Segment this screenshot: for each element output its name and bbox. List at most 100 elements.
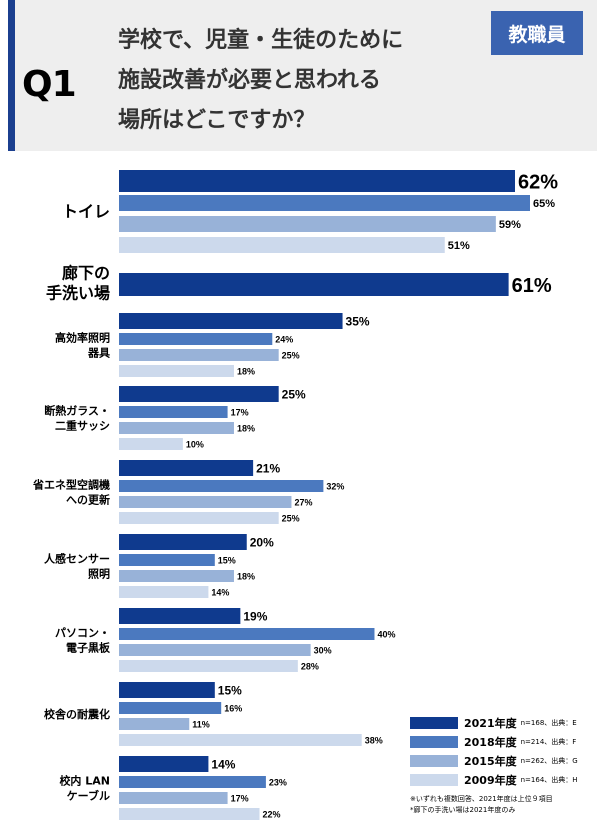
data-label-2015: 17% [231, 793, 249, 803]
bar-2021 [119, 534, 247, 550]
data-label-2018: 17% [231, 407, 249, 417]
category-label: 高効率照明 [55, 330, 110, 344]
bar-2021 [119, 756, 209, 772]
category-label: への更新 [66, 492, 110, 506]
bar-2021 [119, 170, 515, 192]
bar-2009 [119, 734, 362, 746]
data-label-2015: 25% [282, 350, 300, 360]
legend-item-2009: 2009年度 n=164、出典：H [410, 773, 578, 787]
bar-2018 [119, 776, 266, 788]
data-label-2018: 40% [377, 629, 395, 639]
bar-2021 [119, 386, 279, 402]
data-label-2018: 23% [269, 777, 287, 787]
data-label-2009: 14% [211, 587, 229, 597]
respondent-badge: 教職員 [491, 11, 583, 55]
legend-year-2021: 2021年度 [464, 717, 517, 730]
bar-2009 [119, 660, 298, 672]
bar-2015 [119, 792, 228, 804]
legend-swatch-2009 [410, 774, 458, 786]
legend-swatch-2015 [410, 755, 458, 767]
bar-2018 [119, 333, 273, 345]
data-label-2021: 25% [282, 388, 306, 402]
footnote-multiple-answers: ※いずれも複数回答、2021年度は上位９項目 [410, 795, 553, 803]
data-label-2009: 28% [301, 661, 319, 671]
legend-item-2018: 2018年度 n=214、出典：F [410, 735, 576, 749]
data-label-2018: 24% [275, 334, 293, 344]
header-accent-stripe [8, 0, 15, 151]
category-label: トイレ [62, 202, 110, 221]
legend-note-2018: n=214、出典：F [520, 738, 577, 746]
category-label: 器具 [87, 346, 110, 359]
category-label: 断熱ガラス・ [44, 403, 110, 417]
data-label-2015: 30% [314, 645, 332, 655]
category-label: 廊下の [62, 264, 110, 283]
data-label-2015: 18% [237, 423, 255, 433]
data-label-2021: 20% [250, 536, 274, 550]
category-label: 手洗い場 [46, 284, 110, 303]
data-label-2021: 15% [218, 684, 242, 698]
data-label-2018: 65% [533, 198, 555, 210]
legend-year-2015: 2015年度 [464, 755, 517, 768]
bar-2009 [119, 586, 209, 598]
bar-2015 [119, 422, 234, 434]
bar-2021 [119, 273, 509, 296]
category-label: 省エネ型空調機 [32, 477, 110, 491]
bar-2015 [119, 216, 496, 232]
data-label-2009: 25% [282, 513, 300, 523]
legend-note-2021: n=168、出典：E [520, 719, 577, 727]
data-label-2018: 32% [326, 481, 344, 491]
bar-2018 [119, 702, 222, 714]
bar-2021 [119, 313, 343, 329]
data-label-2018: 15% [218, 555, 236, 565]
legend-item-2015: 2015年度 n=262、出典：G [410, 754, 578, 768]
legend-year-2009: 2009年度 [464, 774, 517, 787]
legend-note-2015: n=262、出典：G [520, 757, 578, 765]
header: Q1 学校で、児童・生徒のために 施設改善が必要と思われる 場所はどこですか？ … [0, 0, 601, 151]
bar-2021 [119, 460, 254, 476]
data-label-2021: 21% [256, 462, 280, 476]
bar-2015 [119, 496, 292, 508]
category-label: 照明 [88, 567, 110, 580]
legend-swatch-2018 [410, 736, 458, 748]
legend-item-2021: 2021年度 n=168、出典：E [410, 716, 577, 730]
question-title-line-3: 場所はどこですか？ [118, 108, 316, 133]
data-label-2015: 27% [294, 497, 312, 507]
category-label: 校内 LAN [59, 773, 110, 787]
question-title-line-1: 学校で、児童・生徒のために [118, 28, 404, 53]
data-label-2009: 10% [186, 439, 204, 449]
bar-2021 [119, 682, 215, 698]
category-label: 二重サッシ [55, 418, 110, 432]
data-label-2015: 59% [499, 219, 521, 231]
data-label-2009: 18% [237, 366, 255, 376]
bar-2018 [119, 554, 215, 566]
bar-2015 [119, 718, 190, 730]
category-label: ケーブル [67, 788, 110, 802]
bar-2009 [119, 512, 279, 524]
data-label-2021: 61% [512, 275, 552, 297]
bar-2009 [119, 438, 183, 450]
bar-2015 [119, 644, 311, 656]
data-label-2021: 14% [211, 758, 235, 772]
bar-2009 [119, 365, 234, 377]
legend-note-2009: n=164、出典：H [520, 776, 578, 784]
category-label: 校舎の耐震化 [44, 707, 110, 721]
data-label-2009: 38% [365, 735, 383, 745]
data-label-2009: 51% [448, 240, 470, 252]
bar-2021 [119, 608, 241, 624]
category-label: 人感センサー [44, 551, 110, 565]
data-label-2009: 22% [263, 809, 281, 819]
bar-2018 [119, 406, 228, 418]
category-label: 電子黒板 [66, 640, 111, 654]
bar-2015 [119, 349, 279, 361]
legend-swatch-2021 [410, 717, 458, 729]
bar-2009 [119, 237, 445, 253]
footnote-handwash-only: *廊下の手洗い場は2021年度のみ [410, 806, 516, 814]
bar-2018 [119, 480, 324, 492]
bar-2018 [119, 195, 530, 211]
bar-2009 [119, 808, 260, 820]
bar-2018 [119, 628, 375, 640]
category-label: パソコン・ [55, 626, 110, 639]
data-label-2021: 62% [518, 172, 558, 194]
legend-year-2018: 2018年度 [464, 736, 517, 749]
